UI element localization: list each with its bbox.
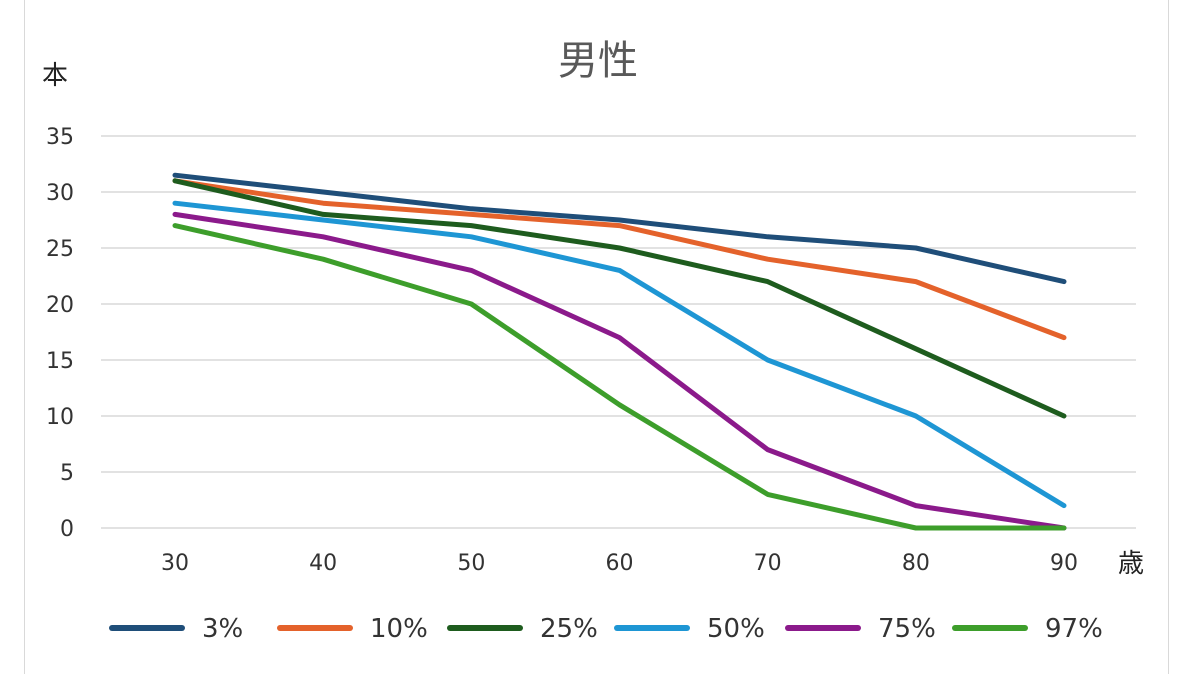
series-line-50pct (172, 200, 1067, 509)
legend-label: 50% (707, 614, 765, 644)
x-tick-label: 80 (902, 551, 930, 576)
series-line-25pct (172, 178, 1067, 419)
y-tick-label: 30 (46, 181, 74, 206)
series-line-10pct (172, 178, 1067, 341)
y-tick-label: 0 (60, 517, 74, 542)
legend-label: 75% (878, 614, 936, 644)
x-tick-label: 50 (457, 551, 485, 576)
y-tick-label: 25 (46, 237, 74, 262)
chart-title: 男性 (558, 38, 638, 84)
legend-label: 3% (202, 614, 243, 644)
x-tick-label: 40 (309, 551, 337, 576)
chart-frame (24, 0, 1169, 674)
y-tick-label: 35 (46, 125, 74, 150)
legend-label: 25% (540, 614, 598, 644)
legend-label: 10% (370, 614, 428, 644)
y-tick-label: 15 (46, 349, 74, 374)
legend-label: 97% (1045, 614, 1103, 644)
series-line-75pct (172, 211, 1067, 531)
x-tick-label: 90 (1050, 551, 1078, 576)
series-line-97pct (172, 223, 1067, 531)
x-tick-label: 30 (161, 551, 189, 576)
x-tick-label: 70 (754, 551, 782, 576)
x-tick-label: 60 (606, 551, 634, 576)
x-axis-unit-label: 歳 (1118, 549, 1144, 579)
y-tick-label: 20 (46, 293, 74, 318)
y-tick-label: 10 (46, 405, 74, 430)
series-line-3pct (172, 172, 1067, 285)
y-tick-label: 5 (60, 461, 74, 486)
y-axis-unit-label: 本 (42, 61, 68, 91)
